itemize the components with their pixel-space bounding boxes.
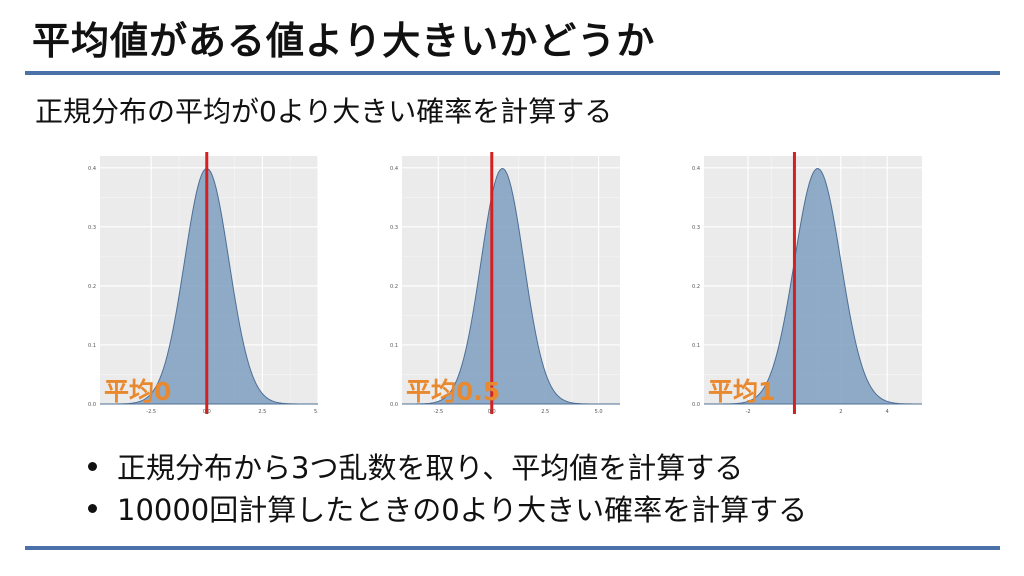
y-tick-label: 0.4	[692, 166, 700, 172]
density-plot-1: 0.0 0.1 0.2 0.3 0.4 -2.5 0.0 2.5 5.0	[88, 152, 318, 415]
bullet-dot-icon	[88, 461, 97, 471]
density-chart-1: 0.0 0.1 0.2 0.3 0.4 -2.5 0.0 2.5 5.0 平均0	[78, 152, 318, 420]
bottom-divider	[25, 546, 1000, 550]
x-tick-label: 0	[793, 409, 796, 415]
x-tick-label: 2.5	[258, 409, 266, 415]
y-tick-label: 0.3	[390, 225, 398, 231]
chart-label-1: 平均0	[104, 377, 172, 406]
bullet-list: 正規分布から3つ乱数を取り、平均値を計算する 10000回計算したときの0より大…	[88, 445, 807, 529]
y-tick-label: 0.4	[88, 166, 96, 172]
x-tick-label: 2.5	[541, 409, 549, 415]
bullet-dot-icon	[88, 503, 97, 513]
x-tick-label: 2	[839, 409, 842, 415]
bullet-text: 正規分布から3つ乱数を取り、平均値を計算する	[117, 451, 744, 485]
y-tick-label: 0.2	[88, 284, 96, 290]
density-area	[401, 167, 620, 405]
top-divider	[25, 71, 1000, 75]
chart-label-3: 平均1	[708, 377, 776, 406]
y-tick-label: 0.3	[692, 225, 700, 231]
x-tick-label: 4	[886, 409, 889, 415]
bullet-item: 正規分布から3つ乱数を取り、平均値を計算する	[88, 445, 807, 487]
y-tick-label: 0.3	[88, 225, 96, 231]
density-area	[704, 168, 922, 405]
density-chart-2: 0.0 0.1 0.2 0.3 0.4 -2.5 0.0 2.5 5.0 平均0.5	[380, 152, 620, 420]
y-tick-label: 0.1	[88, 343, 96, 349]
x-tick-label: -2.5	[433, 409, 443, 415]
y-tick-label: 0.4	[390, 166, 398, 172]
density-chart-3: 0.0 0.1 0.2 0.3 0.4 -2 0 2 4 平均1	[682, 152, 922, 420]
density-area	[100, 167, 318, 405]
x-tick-label: -2	[746, 409, 751, 415]
bullet-item: 10000回計算したときの0より大きい確率を計算する	[88, 487, 807, 529]
density-plot-3: 0.0 0.1 0.2 0.3 0.4 -2 0 2 4	[692, 152, 922, 415]
x-tick-label: 0.0	[203, 409, 211, 415]
y-tick-label: 0.0	[88, 402, 96, 408]
y-tick-label: 0.0	[390, 402, 398, 408]
y-tick-label: 0.0	[692, 402, 700, 408]
y-tick-label: 0.2	[390, 284, 398, 290]
x-tick-label: -2.5	[146, 409, 156, 415]
x-tick-label: 5.0	[595, 409, 603, 415]
y-tick-label: 0.1	[390, 343, 398, 349]
x-tick-label: 0.0	[488, 409, 496, 415]
x-tick-label: 5.0	[314, 409, 318, 415]
y-tick-label: 0.2	[692, 284, 700, 290]
bullet-text: 10000回計算したときの0より大きい確率を計算する	[117, 493, 808, 527]
chart-label-2: 平均0.5	[406, 377, 501, 406]
slide-title: 平均値がある値より大きいかどうか	[32, 19, 656, 63]
slide-subtitle: 正規分布の平均が0より大きい確率を計算する	[35, 95, 613, 128]
y-tick-label: 0.1	[692, 343, 700, 349]
density-plot-2: 0.0 0.1 0.2 0.3 0.4 -2.5 0.0 2.5 5.0	[390, 152, 620, 415]
